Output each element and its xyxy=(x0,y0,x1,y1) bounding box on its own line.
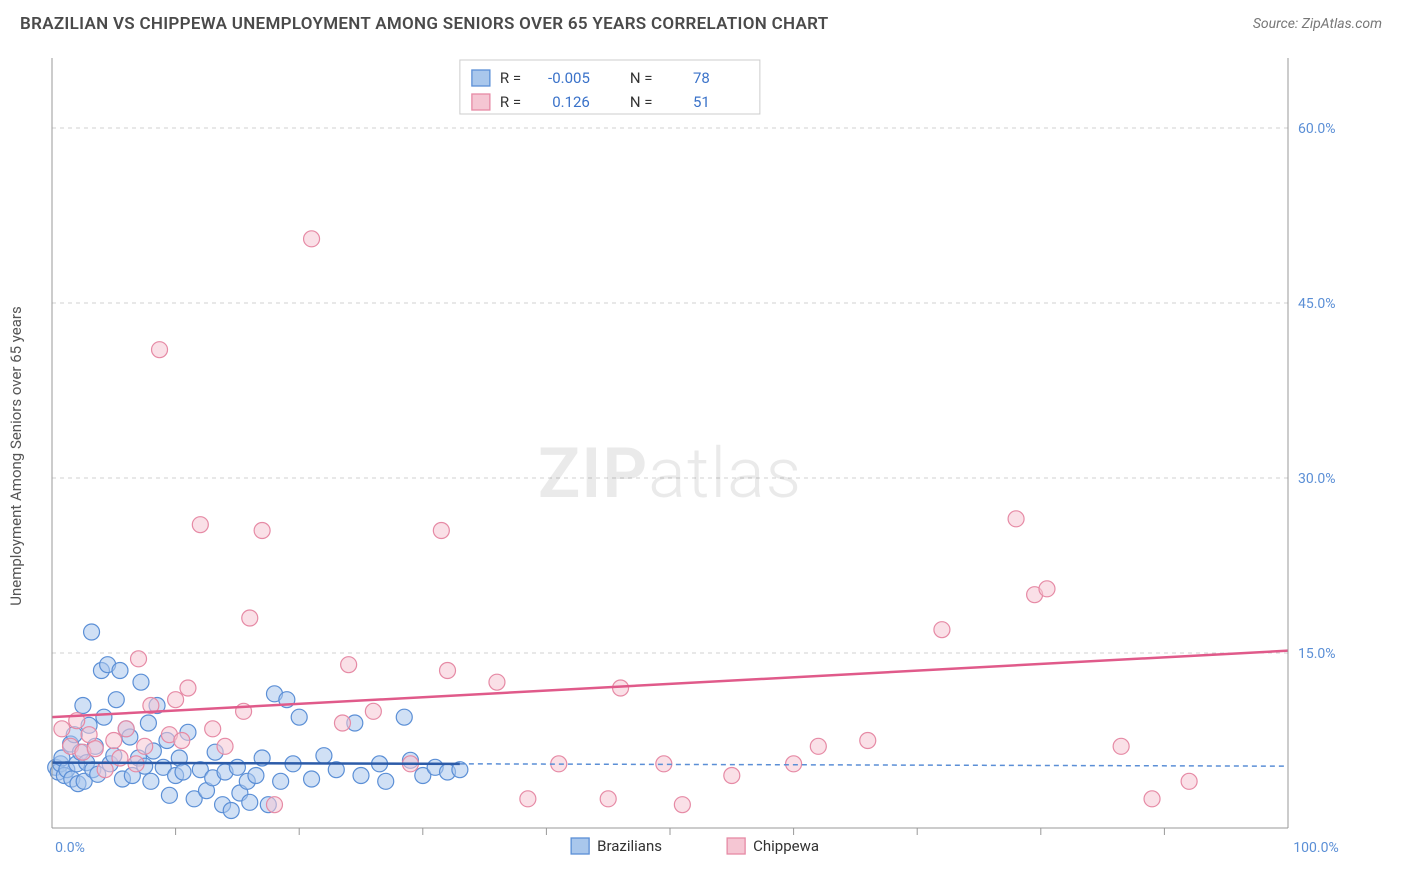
scatter-point xyxy=(242,794,258,810)
scatter-point xyxy=(433,523,449,539)
scatter-point xyxy=(87,741,103,757)
scatter-point xyxy=(810,738,826,754)
scatter-point xyxy=(786,756,802,772)
y-axis-label: Unemployment Among Seniors over 65 years xyxy=(7,306,25,605)
trend-line xyxy=(52,763,460,764)
legend-series-label: Chippewa xyxy=(753,837,819,855)
scatter-chart: ZIPatlas 0.0% 100.0% 15.0% 30.0% 45.0% 60.0% R … xyxy=(46,48,1342,864)
scatter-point xyxy=(161,787,177,803)
scatter-point xyxy=(378,773,394,789)
scatter-point xyxy=(192,517,208,533)
y-tick-label: 30.0% xyxy=(1298,471,1336,487)
scatter-point xyxy=(304,771,320,787)
legend-swatch xyxy=(472,70,490,86)
scatter-point xyxy=(1113,738,1129,754)
chart-title: BRAZILIAN VS CHIPPEWA UNEMPLOYMENT AMONG… xyxy=(20,14,828,34)
legend-n-label: N = xyxy=(630,93,653,111)
trend-line xyxy=(52,651,1288,718)
legend-swatch xyxy=(571,838,589,854)
legend-r-value: 0.126 xyxy=(552,93,590,111)
scatter-point xyxy=(217,738,233,754)
watermark: ZIPatlas xyxy=(538,433,802,515)
scatter-point xyxy=(489,674,505,690)
scatter-point xyxy=(396,709,412,725)
scatter-point xyxy=(353,768,369,784)
scatter-point xyxy=(223,803,239,819)
scatter-point xyxy=(334,715,350,731)
scatter-point xyxy=(520,791,536,807)
scatter-point xyxy=(724,768,740,784)
legend-series-label: Brazilians xyxy=(597,837,662,855)
scatter-point xyxy=(316,748,332,764)
scatter-point xyxy=(273,773,289,789)
scatter-point xyxy=(1181,773,1197,789)
scatter-point xyxy=(133,674,149,690)
scatter-point xyxy=(304,231,320,247)
scatter-point xyxy=(54,721,70,737)
x-tick-label: 0.0% xyxy=(55,840,85,856)
legend-swatch xyxy=(727,838,745,854)
scatter-point xyxy=(248,768,264,784)
scatter-point xyxy=(254,523,270,539)
scatter-point xyxy=(84,624,100,640)
scatter-point xyxy=(242,610,258,626)
y-tick-label: 15.0% xyxy=(1298,646,1336,662)
scatter-point xyxy=(118,721,134,737)
scatter-point xyxy=(1039,581,1055,597)
chart-area: Unemployment Among Seniors over 65 years… xyxy=(46,48,1342,864)
scatter-point xyxy=(168,692,184,708)
scatter-point xyxy=(140,715,156,731)
scatter-point xyxy=(440,663,456,679)
scatter-point xyxy=(152,342,168,358)
scatter-point xyxy=(860,733,876,749)
scatter-point xyxy=(143,773,159,789)
trend-line-extension xyxy=(460,764,1288,766)
scatter-point xyxy=(600,791,616,807)
legend-n-value: 78 xyxy=(693,69,710,87)
scatter-point xyxy=(174,733,190,749)
scatter-point xyxy=(1144,791,1160,807)
chart-source: Source: ZipAtlas.com xyxy=(1253,16,1382,32)
y-tick-label: 45.0% xyxy=(1298,296,1336,312)
legend-r-value: -0.005 xyxy=(548,69,590,87)
x-tick-label: 100.0% xyxy=(1293,840,1338,856)
scatter-point xyxy=(131,651,147,667)
scatter-point xyxy=(112,663,128,679)
legend-r-label: R = xyxy=(500,93,521,111)
scatter-point xyxy=(75,698,91,714)
scatter-point xyxy=(205,721,221,737)
legend-n-label: N = xyxy=(630,69,653,87)
scatter-point xyxy=(266,797,282,813)
scatter-point xyxy=(934,622,950,638)
scatter-point xyxy=(137,738,153,754)
scatter-point xyxy=(96,709,112,725)
scatter-point xyxy=(674,797,690,813)
scatter-point xyxy=(106,733,122,749)
scatter-point xyxy=(1008,511,1024,527)
scatter-point xyxy=(108,692,124,708)
scatter-point xyxy=(365,703,381,719)
scatter-point xyxy=(175,764,191,780)
legend-swatch xyxy=(472,94,490,110)
scatter-point xyxy=(180,680,196,696)
scatter-point xyxy=(291,709,307,725)
y-tick-label: 60.0% xyxy=(1298,121,1336,137)
scatter-point xyxy=(229,759,245,775)
scatter-point xyxy=(341,657,357,673)
legend-r-label: R = xyxy=(500,69,521,87)
legend-n-value: 51 xyxy=(693,93,710,111)
